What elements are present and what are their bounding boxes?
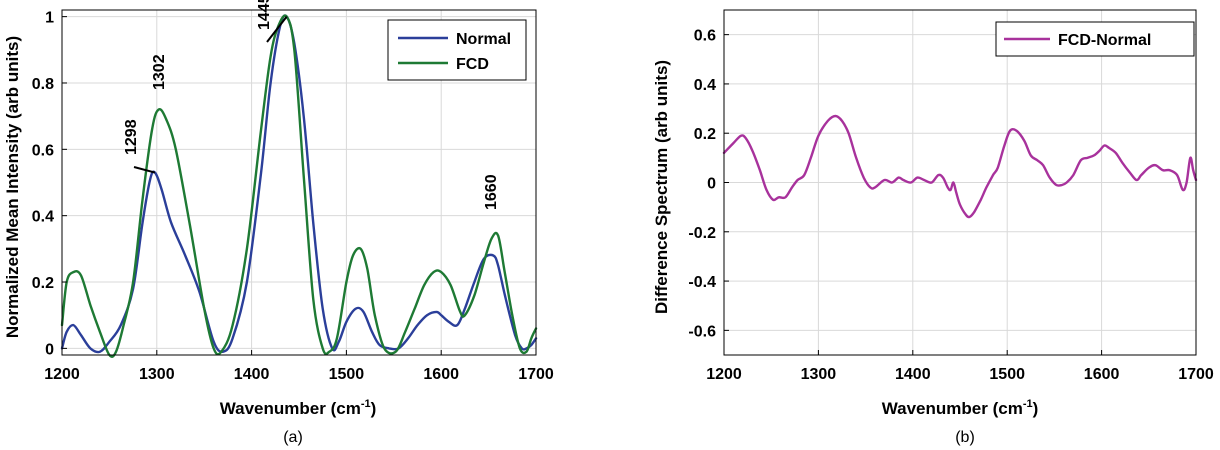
legend-label-fcd-normal: FCD-Normal xyxy=(1058,32,1151,49)
y-tick-label: 1 xyxy=(45,10,54,27)
annotation-1445: 1445 xyxy=(256,0,273,30)
chart-b-panel-label: (b) xyxy=(955,429,975,446)
chart-b-ylabel: Difference Spectrum (arb units) xyxy=(652,60,671,314)
series-line-fcd xyxy=(60,14,538,358)
y-tick-label: 0.4 xyxy=(694,77,716,94)
y-tick-label: 0.6 xyxy=(694,28,716,45)
y-tick-label: 0 xyxy=(707,176,716,193)
y-tick-label: 0.8 xyxy=(32,76,54,93)
x-tick-label: 1700 xyxy=(518,366,554,383)
chart-a: 1200 1300 1400 1500 1600 1700 0 0.2 0.4 0.6 0.8 1 1… xyxy=(3,0,554,446)
annotation-1298: 1298 xyxy=(123,119,140,155)
chart-a-legend-box xyxy=(387,19,527,81)
chart-a-legend: Normal FCD xyxy=(387,19,527,81)
y-tick-label: 0.2 xyxy=(32,275,54,292)
legend-label-normal: Normal xyxy=(456,31,511,48)
annotation-leader-1298 xyxy=(133,166,156,174)
legend-label-fcd: FCD xyxy=(456,56,489,73)
x-tick-label: 1600 xyxy=(1084,366,1120,383)
chart-b-xlabel: Wavenumber (cm-1) xyxy=(882,398,1039,418)
x-tick-label: 1300 xyxy=(801,366,837,383)
x-tick-label: 1500 xyxy=(989,366,1025,383)
y-tick-label: 0 xyxy=(45,341,54,358)
x-tick-label: 1200 xyxy=(44,366,80,383)
chart-b-legend: FCD-Normal xyxy=(995,21,1195,57)
y-tick-label: 0.2 xyxy=(694,126,716,143)
series-line-normal xyxy=(60,14,538,354)
chart-a-annotations: 1298 1302 1445 1660 xyxy=(123,0,500,210)
chart-b: 1200 1300 1400 1500 1600 1700 -0.6 -0.4 -0.2 0 0.2… xyxy=(652,9,1214,446)
y-tick-label: -0.6 xyxy=(688,323,716,340)
annotation-1302: 1302 xyxy=(151,54,168,90)
chart-a-ticks: 1200 1300 1400 1500 1600 1700 0 0.2 0.4 0.6 0.8 1 xyxy=(32,10,554,383)
y-tick-label: 0.6 xyxy=(32,142,54,159)
chart-a-ylabel: Normalized Mean Intensity (arb units) xyxy=(3,36,22,338)
annotation-1660: 1660 xyxy=(483,174,500,210)
chart-a-xlabel: Wavenumber (cm-1) xyxy=(220,398,377,418)
chart-a-series xyxy=(60,14,538,358)
series-line-fcd-normal xyxy=(722,114,1198,219)
chart-a-frame xyxy=(61,9,537,356)
x-tick-label: 1600 xyxy=(423,366,459,383)
x-tick-label: 1700 xyxy=(1178,366,1214,383)
x-tick-label: 1400 xyxy=(895,366,931,383)
y-tick-label: 0.4 xyxy=(32,209,54,226)
x-tick-label: 1200 xyxy=(706,366,742,383)
x-tick-label: 1400 xyxy=(234,366,270,383)
chart-b-ticks: 1200 1300 1400 1500 1600 1700 -0.6 -0.4 -0.2 0 0.2… xyxy=(688,28,1213,383)
x-tick-label: 1300 xyxy=(139,366,175,383)
y-tick-label: -0.4 xyxy=(688,274,716,291)
x-tick-label: 1500 xyxy=(329,366,365,383)
annotation-leader-1445 xyxy=(266,16,288,43)
chart-a-panel-label: (a) xyxy=(283,429,303,446)
y-tick-label: -0.2 xyxy=(688,225,716,242)
chart-b-series xyxy=(722,114,1198,219)
